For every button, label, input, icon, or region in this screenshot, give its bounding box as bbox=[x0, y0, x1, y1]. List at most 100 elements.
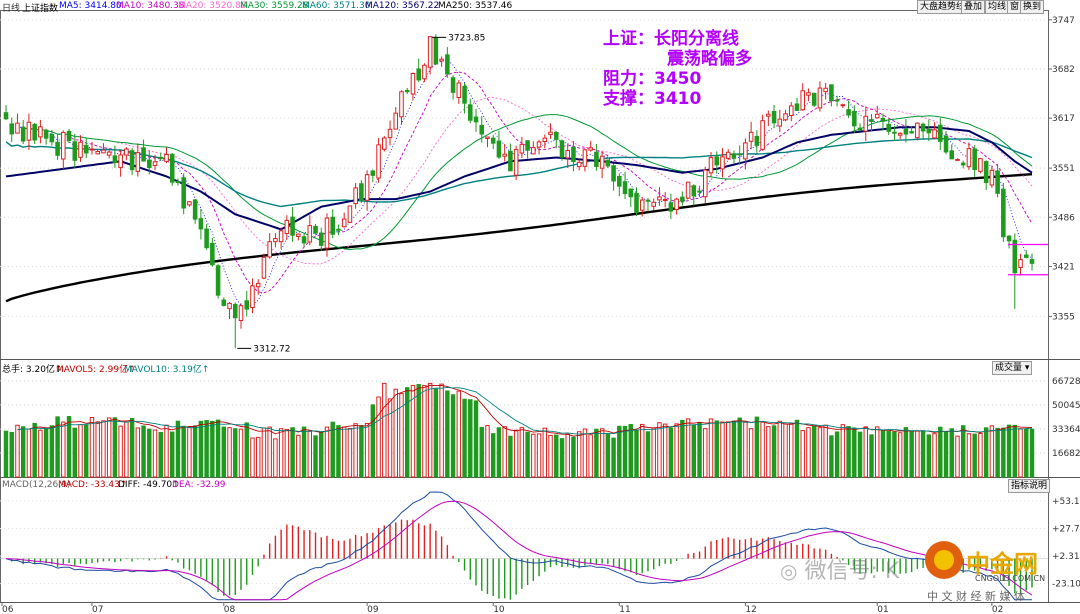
volume-bar bbox=[364, 422, 370, 478]
candlestick bbox=[966, 142, 972, 171]
volume-bar bbox=[341, 426, 347, 478]
candlestick bbox=[427, 36, 433, 75]
month-label: 12 bbox=[745, 605, 756, 614]
volume-bar bbox=[932, 433, 937, 478]
volume-bar bbox=[634, 429, 639, 478]
candlestick bbox=[359, 180, 364, 203]
candlestick bbox=[599, 151, 605, 179]
candle-body bbox=[43, 129, 49, 139]
volume-bar bbox=[1018, 428, 1023, 478]
overlay-button[interactable]: 叠加 bbox=[961, 0, 986, 14]
candlestick bbox=[364, 170, 370, 211]
volume-bar bbox=[55, 416, 60, 478]
candlestick bbox=[926, 119, 932, 142]
volume-bar bbox=[748, 428, 754, 478]
candle-body bbox=[634, 192, 639, 213]
candlestick bbox=[147, 150, 152, 175]
candlestick bbox=[313, 224, 318, 235]
commentary-line-1: 上证：长阳分离线 bbox=[603, 29, 739, 49]
candlestick bbox=[874, 105, 880, 119]
candle-body bbox=[175, 181, 181, 184]
volume-bar bbox=[296, 434, 301, 478]
candle-body bbox=[106, 151, 112, 156]
candlestick bbox=[152, 154, 158, 171]
candle-body bbox=[978, 158, 983, 172]
candle-body bbox=[783, 113, 788, 121]
candlestick bbox=[324, 213, 330, 257]
volume-tick-label: 66728 bbox=[1052, 377, 1080, 387]
volume-bar bbox=[502, 426, 507, 478]
candlestick bbox=[112, 145, 118, 168]
volume-bar bbox=[599, 428, 605, 478]
candlestick bbox=[794, 97, 800, 111]
candle-body bbox=[840, 104, 846, 107]
volume-bar bbox=[250, 437, 255, 478]
month-label: 10 bbox=[493, 605, 505, 614]
ma5-line bbox=[17, 59, 1033, 309]
candle-body bbox=[152, 161, 158, 166]
candlestick bbox=[920, 122, 926, 139]
candlestick bbox=[531, 141, 536, 155]
candle-body bbox=[674, 198, 679, 210]
month-label: 06 bbox=[2, 605, 14, 614]
diff-value-label: DIFF: -49.70↑ bbox=[118, 480, 180, 490]
candlestick bbox=[290, 206, 295, 242]
volume-indicator-dropdown[interactable]: 成交量 ▾ bbox=[992, 361, 1033, 375]
volume-bar bbox=[387, 398, 393, 478]
candle-body bbox=[766, 113, 771, 117]
volume-bar bbox=[978, 432, 983, 478]
volume-bar bbox=[490, 433, 496, 478]
volume-bar bbox=[175, 420, 181, 478]
diff-line bbox=[5, 491, 1032, 601]
candle-body bbox=[748, 131, 754, 142]
candle-body bbox=[364, 174, 370, 201]
support-label: 支撑：3410 bbox=[603, 89, 702, 109]
candle-body bbox=[548, 131, 553, 136]
candle-body bbox=[966, 148, 972, 168]
switch-button[interactable]: 换到 bbox=[1020, 0, 1045, 14]
volume-bar bbox=[147, 428, 152, 478]
volume-bar bbox=[198, 420, 204, 478]
candle-body bbox=[416, 68, 421, 81]
volume-bar bbox=[794, 419, 800, 478]
volume-bar bbox=[834, 431, 840, 478]
indicator-help-button[interactable]: 指标说明 bbox=[1008, 479, 1051, 493]
high-marker-label: 3723.85 bbox=[448, 33, 485, 43]
volume-bar bbox=[622, 425, 628, 478]
candle-body bbox=[725, 151, 731, 159]
volume-bar bbox=[227, 427, 232, 478]
candlestick bbox=[553, 131, 559, 149]
volume-bar bbox=[892, 431, 897, 478]
ma-button[interactable]: 均线 bbox=[985, 0, 1010, 14]
candlestick bbox=[181, 173, 186, 215]
candlestick bbox=[301, 233, 307, 247]
candlestick bbox=[284, 215, 290, 241]
candlestick bbox=[135, 143, 141, 177]
volume-bar bbox=[743, 421, 748, 478]
candle-body bbox=[427, 36, 433, 68]
candle-body bbox=[66, 130, 72, 142]
candle-body bbox=[852, 110, 857, 127]
candlestick bbox=[347, 205, 353, 224]
volume-bar bbox=[731, 420, 737, 478]
volume-bar bbox=[152, 429, 158, 478]
candle-body bbox=[834, 99, 840, 102]
candle-body bbox=[1029, 259, 1035, 264]
candlestick bbox=[840, 103, 846, 108]
candle-body bbox=[788, 105, 794, 116]
volume-bar bbox=[416, 384, 421, 478]
candle-body bbox=[112, 155, 118, 163]
candle-body bbox=[1006, 235, 1012, 242]
candlestick bbox=[1006, 234, 1012, 249]
candle-body bbox=[227, 302, 232, 310]
candlestick bbox=[78, 135, 83, 162]
candle-body bbox=[141, 147, 146, 162]
candlestick bbox=[416, 58, 421, 83]
volume-bar bbox=[1006, 424, 1012, 478]
wechat-icon: ◎ bbox=[780, 559, 798, 583]
candle-body bbox=[720, 156, 725, 170]
candle-body bbox=[599, 155, 605, 169]
candlestick bbox=[657, 187, 662, 206]
candle-body bbox=[479, 124, 485, 135]
volume-bar bbox=[880, 430, 886, 478]
